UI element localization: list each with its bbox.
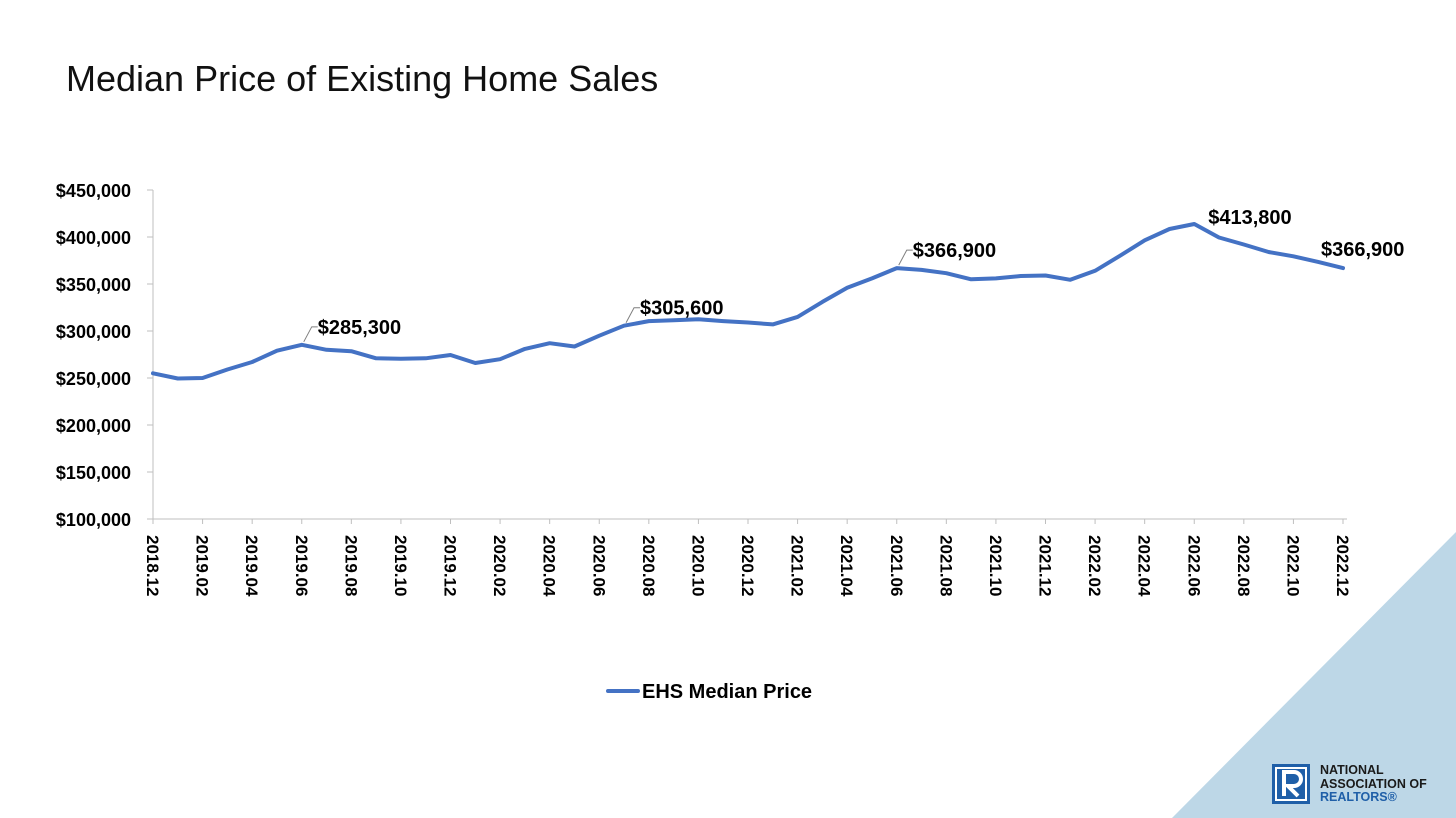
legend-label: EHS Median Price <box>642 681 812 703</box>
data-label: $305,600 <box>640 298 723 320</box>
chart-axes <box>152 190 1347 520</box>
y-tick-label: $200,000 <box>56 416 131 436</box>
y-tick-label: $100,000 <box>56 510 131 530</box>
y-axis-ticks: $100,000 $150,000 $200,000 $250,000 $300,000… <box>56 181 153 530</box>
y-tick-label: $400,000 <box>56 228 131 248</box>
x-tick-label: 2022.12 <box>1333 535 1352 596</box>
realtor-r-icon <box>1272 764 1310 804</box>
x-tick-label: 2020.06 <box>589 535 608 596</box>
x-tick-label: 2022.08 <box>1234 535 1253 596</box>
data-label: $366,900 <box>1321 239 1404 261</box>
y-tick-label: $250,000 <box>56 369 131 389</box>
x-tick-label: 2020.08 <box>639 535 658 596</box>
series-line-ehs-median-price <box>151 222 1345 381</box>
x-tick-label: 2021.02 <box>788 535 807 596</box>
logo-text: NATIONAL ASSOCIATION OF REALTORS® <box>1320 763 1427 805</box>
x-tick-label: 2022.02 <box>1085 535 1104 596</box>
x-tick-label: 2020.12 <box>738 535 757 596</box>
logo-line-3: REALTORS® <box>1320 790 1397 804</box>
nar-logo: NATIONAL ASSOCIATION OF REALTORS® <box>1272 762 1444 806</box>
logo-line-1: NATIONAL <box>1320 763 1384 777</box>
x-tick-label: 2019.08 <box>341 535 360 596</box>
x-tick-label: 2021.10 <box>986 535 1005 596</box>
x-axis-ticks: 2018.12 2019.02 2019.04 2019.06 2019.08 2019.… <box>143 519 1352 597</box>
chart-title: Median Price of Existing Home Sales <box>66 58 659 99</box>
x-tick-label: 2019.12 <box>441 535 460 596</box>
y-tick-label: $350,000 <box>56 275 131 295</box>
x-tick-label: 2021.06 <box>887 535 906 596</box>
x-tick-label: 2021.12 <box>1036 535 1055 596</box>
x-tick-label: 2019.06 <box>292 535 311 596</box>
x-tick-label: 2020.04 <box>540 535 559 597</box>
x-tick-label: 2020.02 <box>490 535 509 596</box>
x-tick-label: 2022.04 <box>1135 535 1154 597</box>
data-label: $413,800 <box>1208 207 1291 229</box>
y-tick-label: $300,000 <box>56 322 131 342</box>
y-tick-label: $150,000 <box>56 463 131 483</box>
data-label: $366,900 <box>913 240 996 262</box>
data-label: $285,300 <box>318 317 401 339</box>
data-label-leader-line <box>898 249 913 266</box>
data-labels: $285,300 $305,600 $366,900 $413,800 $366,900 <box>303 207 1404 343</box>
data-label-leader-line <box>303 326 318 343</box>
chart-legend: EHS Median Price <box>606 681 812 703</box>
y-tick-label: $450,000 <box>56 181 131 201</box>
series-layer <box>151 222 1345 381</box>
x-tick-label: 2019.04 <box>242 535 261 597</box>
x-tick-label: 2019.10 <box>391 535 410 596</box>
x-tick-label: 2021.08 <box>936 535 955 596</box>
x-tick-label: 2018.12 <box>143 535 162 596</box>
x-tick-label: 2021.04 <box>837 535 856 597</box>
x-tick-label: 2022.06 <box>1184 535 1203 596</box>
x-tick-label: 2019.02 <box>193 535 212 596</box>
x-tick-label: 2020.10 <box>688 535 707 596</box>
x-tick-label: 2022.10 <box>1283 535 1302 596</box>
logo-line-2: ASSOCIATION OF <box>1320 776 1427 791</box>
data-label-leader-line <box>625 307 641 323</box>
